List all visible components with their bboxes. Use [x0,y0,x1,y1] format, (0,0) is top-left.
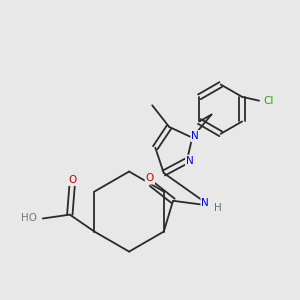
Text: H: H [214,203,222,213]
Text: N: N [186,156,194,166]
Text: N: N [202,198,209,208]
Text: N: N [191,131,199,141]
Text: Cl: Cl [263,96,273,106]
Text: O: O [146,173,154,184]
Text: O: O [68,175,76,185]
Text: HO: HO [21,214,37,224]
